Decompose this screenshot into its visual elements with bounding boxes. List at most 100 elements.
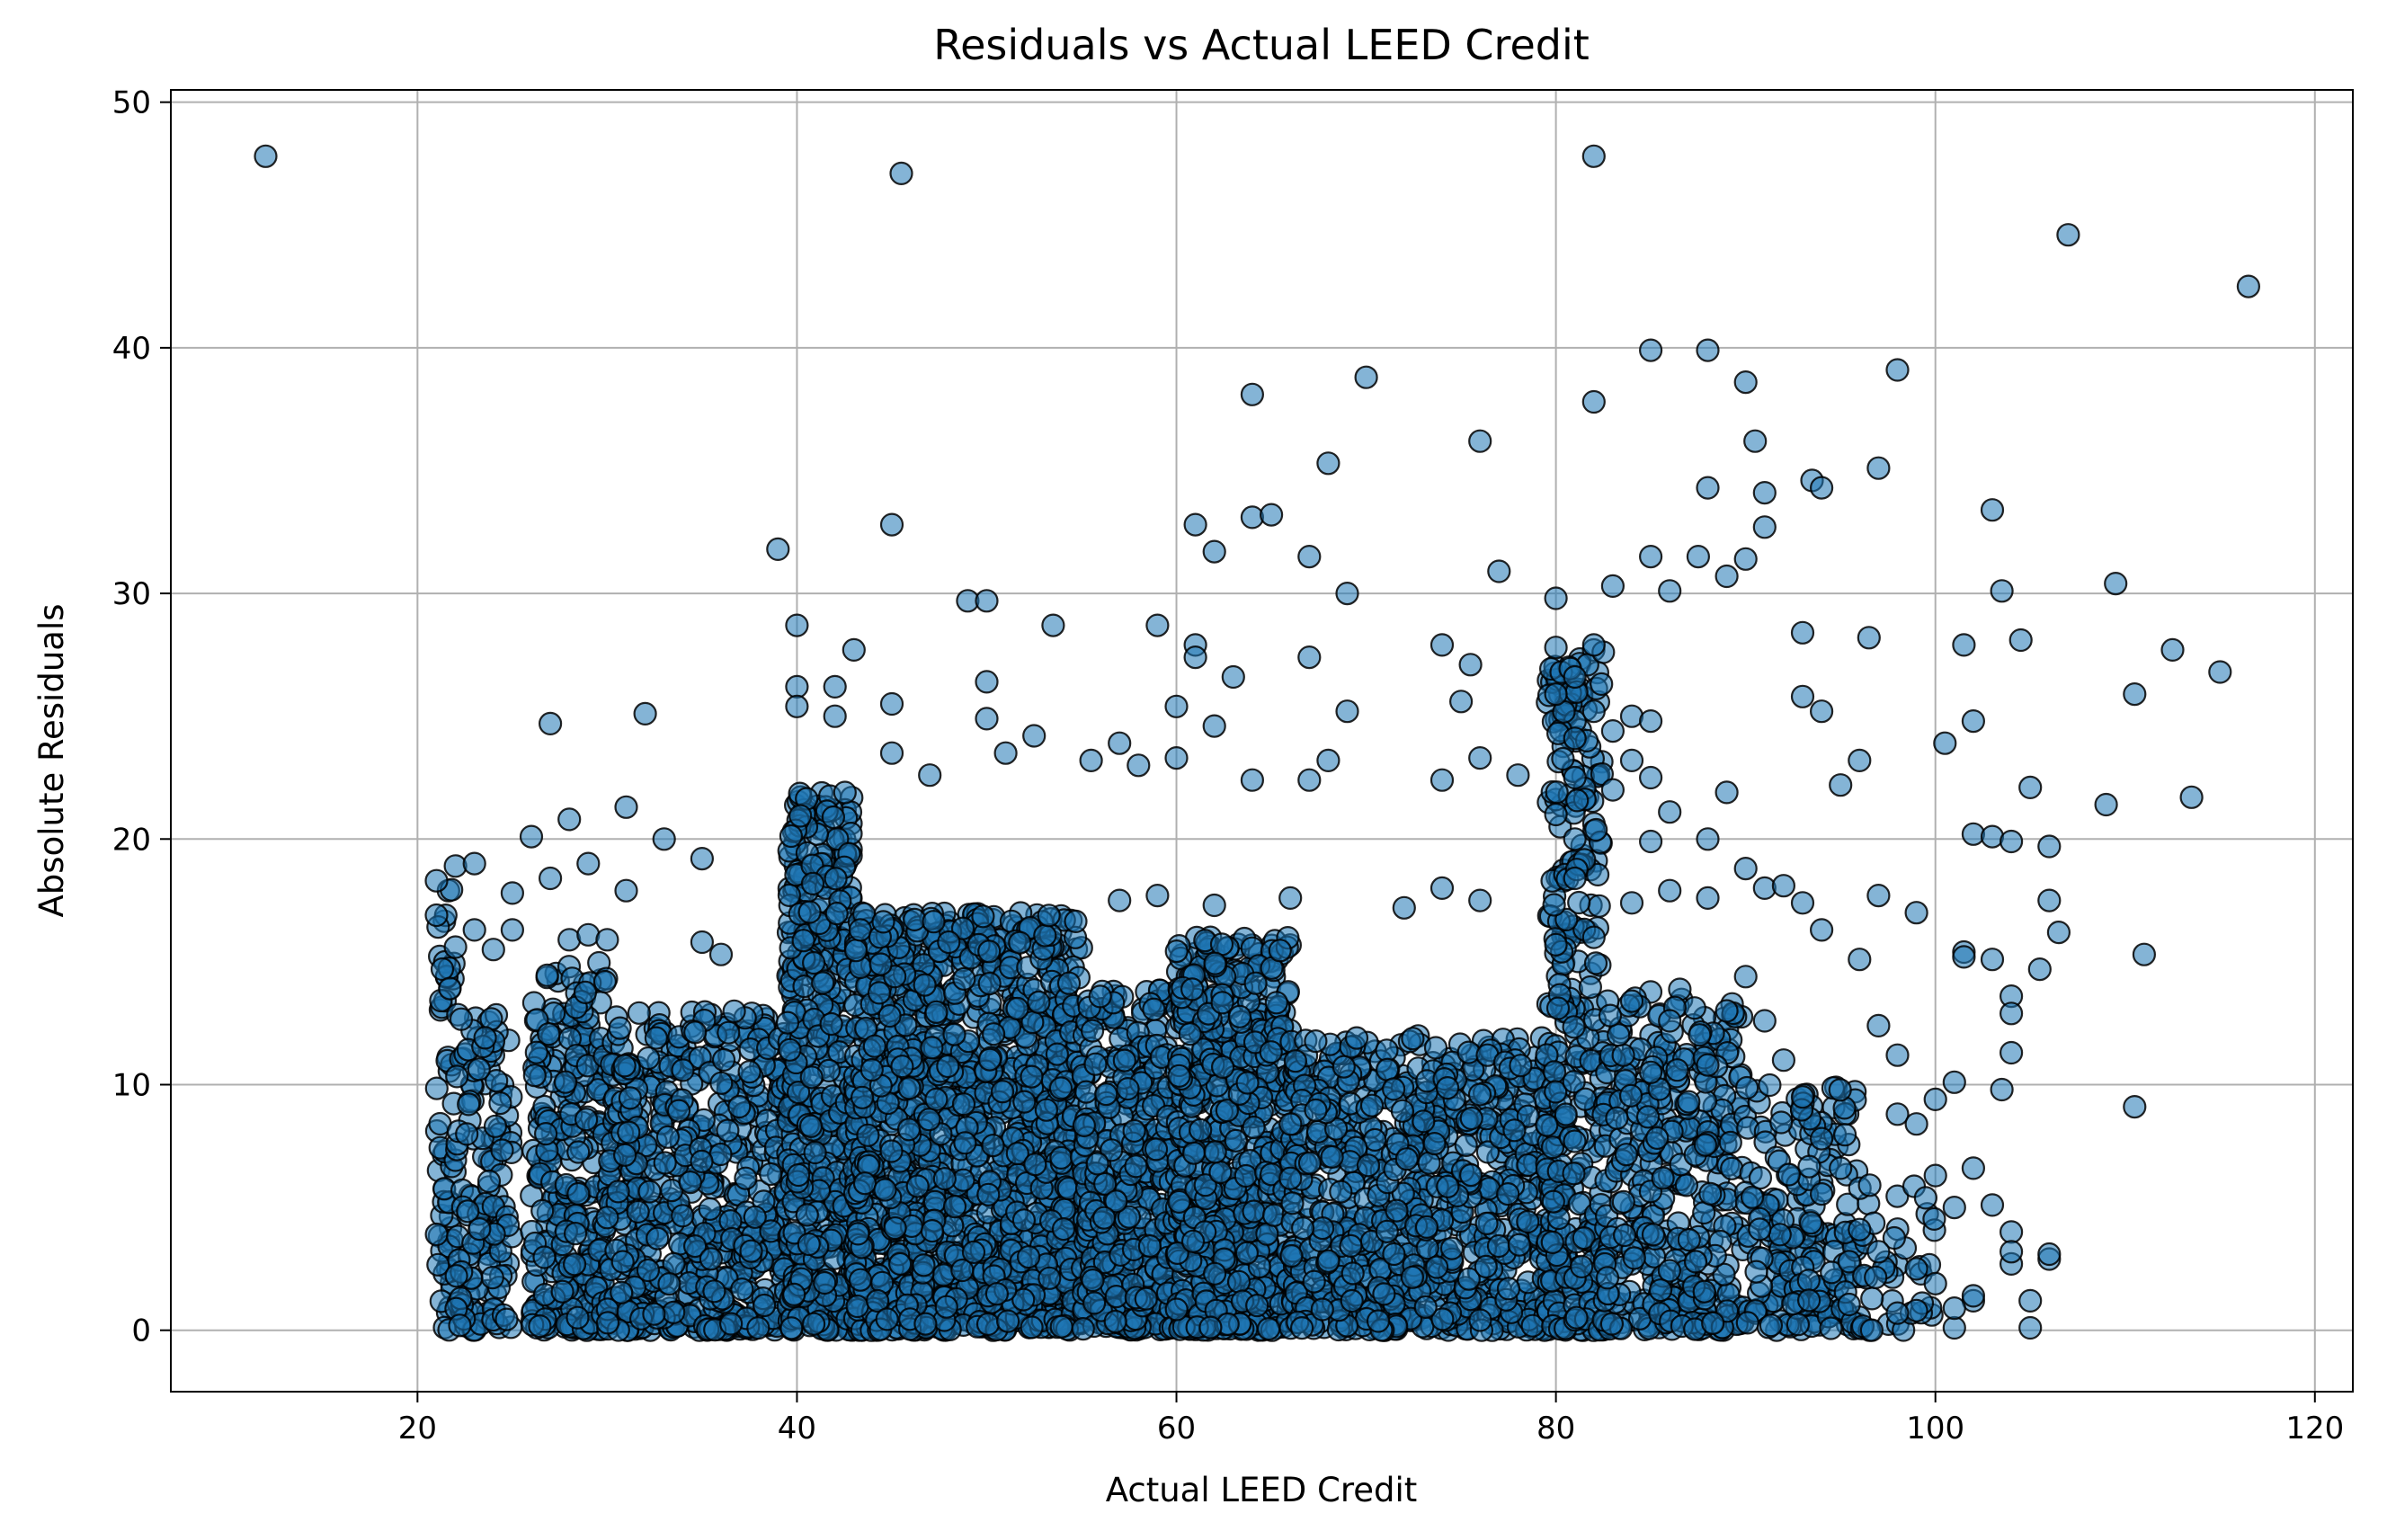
- scatter-point: [574, 1108, 599, 1132]
- scatter-point: [868, 952, 893, 976]
- scatter-point: [473, 1026, 497, 1050]
- scatter-point: [477, 1169, 502, 1194]
- scatter-point: [1091, 1206, 1117, 1230]
- scatter-point: [468, 1216, 492, 1242]
- scatter-point: [953, 1131, 977, 1155]
- scatter-point: [608, 1016, 632, 1040]
- scatter-point: [848, 1268, 873, 1292]
- scatter-point: [1011, 1208, 1037, 1233]
- scatter-point: [1038, 1266, 1062, 1290]
- scatter-point: [467, 1057, 491, 1082]
- scatter-point: [1122, 1118, 1146, 1144]
- scatter-point: [850, 1085, 875, 1109]
- scatter-point: [883, 1215, 907, 1241]
- scatter-point: [488, 1090, 512, 1116]
- scatter-point: [528, 1313, 552, 1339]
- scatter-point: [905, 1174, 930, 1198]
- scatter-point: [595, 1311, 620, 1335]
- scatter-point: [819, 1011, 843, 1037]
- scatter-point: [801, 950, 826, 975]
- scatter-point: [562, 1252, 587, 1277]
- scatter-point: [716, 1118, 740, 1143]
- scatter-point: [1012, 1090, 1037, 1114]
- scatter-point: [448, 1313, 472, 1338]
- scatter-point: [646, 1226, 670, 1251]
- scatter-point: [485, 1068, 509, 1093]
- scatter-point: [1224, 1128, 1248, 1153]
- scatter-point: [924, 1000, 949, 1024]
- scatter-point: [666, 1099, 691, 1123]
- scatter-point: [873, 1178, 897, 1202]
- scatter-point: [655, 1125, 681, 1149]
- scatter-point: [1071, 1316, 1095, 1341]
- scatter-point: [976, 1182, 1001, 1206]
- scatter-point: [550, 1279, 574, 1304]
- scatter-point: [532, 1245, 557, 1269]
- scatter-point: [618, 1086, 643, 1110]
- scatter-point: [1208, 1160, 1233, 1185]
- scatter-point: [610, 1250, 635, 1274]
- scatter-point: [1245, 1293, 1269, 1318]
- scatter-point: [936, 1054, 960, 1079]
- scatter-point: [775, 1010, 800, 1035]
- scatter-point: [797, 900, 822, 924]
- scatter-point: [1234, 1163, 1258, 1188]
- scatter-point: [1134, 1286, 1158, 1311]
- scatter-point: [1235, 1071, 1260, 1095]
- scatter-point: [657, 1271, 681, 1296]
- scatter-point: [566, 1305, 590, 1330]
- scatter-point: [977, 1047, 1002, 1072]
- scatter-point: [636, 1046, 661, 1071]
- scatter-point: [922, 910, 946, 934]
- scatter-point: [1198, 1315, 1223, 1340]
- scatter-point: [1034, 1098, 1059, 1122]
- scatter-point: [1020, 1064, 1044, 1089]
- scatter-point: [934, 1295, 958, 1319]
- scatter-point: [1454, 1133, 1478, 1158]
- scatter-point: [824, 867, 848, 891]
- scatter-point: [1049, 1145, 1073, 1171]
- scatter-point: [1027, 990, 1051, 1015]
- scatter-point: [444, 1264, 468, 1288]
- scatter-point: [896, 1117, 922, 1142]
- scatter-point: [553, 1070, 578, 1094]
- scatter-point: [779, 1316, 804, 1340]
- scatter-point: [913, 1312, 938, 1336]
- scatter-point: [424, 1076, 449, 1100]
- scatter-point: [1064, 909, 1088, 934]
- scatter-point: [1304, 1028, 1328, 1054]
- scatter-point: [533, 1121, 558, 1146]
- scatter-point: [1329, 1179, 1353, 1204]
- scatter-point: [627, 1001, 651, 1025]
- scatter-point: [1181, 1141, 1207, 1165]
- scatter-point: [612, 1054, 637, 1078]
- scatter-point: [951, 1092, 976, 1117]
- scatter-point: [637, 1179, 662, 1204]
- scatter-point: [737, 1060, 762, 1084]
- scatter-point: [867, 981, 892, 1005]
- scatter-point: [1203, 1140, 1227, 1164]
- scatter-point: [813, 1270, 837, 1295]
- scatter-point: [897, 1076, 922, 1100]
- scatter-point: [1137, 1233, 1162, 1259]
- scatter-point: [1080, 1019, 1105, 1043]
- scatter-point: [778, 1037, 802, 1062]
- scatter-point: [971, 904, 995, 929]
- scatter-point: [1210, 1055, 1235, 1080]
- scatter-point: [1008, 930, 1032, 955]
- scatter-point: [1072, 1113, 1097, 1138]
- scatter-point: [1164, 1297, 1189, 1322]
- scatter-point: [871, 910, 895, 934]
- scatter-point: [833, 780, 857, 805]
- scatter-point: [535, 963, 559, 987]
- scatter-point: [1203, 951, 1227, 975]
- scatter-point: [1056, 971, 1082, 995]
- scatter-point: [1167, 1064, 1191, 1088]
- scatter-point: [480, 1265, 504, 1290]
- scatter-point: [537, 1022, 561, 1046]
- scatter-point: [843, 939, 868, 963]
- scatter-point: [1180, 1229, 1206, 1253]
- scatter-point: [752, 1293, 777, 1318]
- scatter-point: [530, 1198, 555, 1223]
- scatter-point: [824, 901, 849, 926]
